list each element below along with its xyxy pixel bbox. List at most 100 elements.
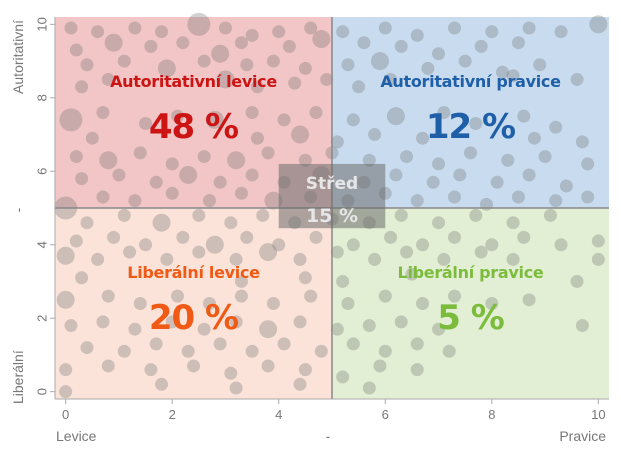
quadrant-label-authoritarian-right: Autoritativní pravice — [380, 72, 561, 91]
data-point — [69, 234, 83, 248]
data-point — [91, 25, 105, 39]
y-axis-label-top: Autoritativní — [10, 20, 26, 94]
data-point — [176, 36, 190, 50]
y-axis-label-center: - — [10, 207, 26, 212]
center-name: Střed — [306, 174, 358, 194]
data-point — [293, 252, 307, 266]
data-point — [75, 172, 89, 186]
data-point — [224, 216, 238, 230]
data-point — [229, 381, 243, 395]
data-point — [378, 344, 392, 358]
data-point — [80, 58, 94, 72]
x-tick-label: 4 — [275, 407, 282, 422]
data-point — [368, 128, 382, 142]
data-point — [330, 245, 344, 259]
data-point — [506, 69, 520, 83]
data-point — [293, 377, 307, 391]
data-point — [389, 168, 403, 182]
x-axis-label-right: Pravice — [559, 428, 606, 444]
data-point — [69, 43, 83, 57]
data-point — [144, 39, 158, 53]
data-point — [288, 76, 302, 90]
data-point — [211, 44, 230, 63]
data-point — [91, 252, 105, 266]
data-point — [304, 21, 318, 35]
data-point — [259, 243, 278, 262]
data-point — [341, 297, 355, 310]
data-point — [346, 238, 360, 252]
data-point — [522, 21, 536, 35]
data-point — [56, 290, 75, 309]
data-point — [64, 319, 78, 333]
data-point — [314, 344, 328, 358]
data-point — [234, 289, 248, 303]
data-point — [75, 80, 89, 94]
data-point — [394, 39, 408, 53]
data-point — [245, 106, 259, 119]
data-point — [394, 315, 408, 329]
data-point — [240, 58, 254, 72]
data-point — [266, 54, 280, 68]
data-point — [245, 344, 259, 358]
data-point — [506, 216, 520, 230]
y-tick-label: 4 — [34, 241, 49, 248]
data-point — [293, 315, 307, 329]
data-point — [202, 297, 216, 310]
data-point — [352, 80, 366, 94]
data-point — [336, 25, 350, 39]
data-point — [336, 274, 350, 288]
center-box: Střed 15 % — [278, 163, 386, 229]
data-point — [298, 61, 312, 75]
data-point — [99, 151, 118, 170]
data-point — [181, 344, 195, 358]
data-point — [272, 238, 286, 252]
data-point — [416, 297, 430, 310]
quadrant-percent-authoritarian-right: 12 % — [426, 107, 515, 147]
data-point — [261, 146, 275, 160]
data-point — [85, 131, 99, 145]
data-point — [298, 271, 312, 285]
data-point — [96, 190, 110, 204]
data-point — [277, 337, 291, 351]
data-point — [378, 289, 392, 303]
data-point — [362, 319, 376, 333]
data-point — [117, 344, 131, 358]
data-point — [448, 190, 462, 204]
x-tick-label: 10 — [591, 407, 605, 422]
data-point — [261, 359, 275, 373]
data-point — [309, 230, 323, 244]
data-point — [218, 21, 232, 35]
y-tick-label: 0 — [34, 388, 49, 395]
data-point — [346, 113, 360, 127]
data-point — [458, 54, 472, 68]
data-point — [165, 315, 179, 329]
data-point — [213, 175, 227, 189]
quadrant-percent-liberal-left: 20 % — [149, 298, 238, 338]
data-point — [234, 36, 248, 50]
x-axis-label-center: - — [326, 428, 331, 444]
data-point — [192, 208, 206, 222]
data-point — [277, 113, 291, 127]
data-point — [309, 106, 323, 119]
data-point — [59, 363, 73, 377]
data-point — [421, 61, 435, 75]
data-point — [227, 151, 246, 170]
data-point — [506, 252, 520, 266]
data-point — [165, 157, 179, 171]
y-tick-label: 8 — [34, 94, 49, 101]
data-point — [453, 168, 467, 182]
quadrant-percent-liberal-right: 5 % — [437, 298, 504, 338]
quadrant-backgrounds — [55, 17, 609, 399]
data-point — [543, 208, 557, 222]
data-point — [229, 315, 243, 329]
data-point — [511, 36, 525, 50]
data-point — [384, 230, 398, 244]
quadrant-percent-authoritarian-left: 48 % — [149, 107, 238, 147]
data-point — [448, 21, 462, 35]
data-point — [80, 216, 94, 230]
data-point — [304, 289, 318, 303]
quadrant-label-liberal-right: Liberální pravice — [398, 263, 544, 282]
data-point — [117, 54, 131, 68]
data-point — [490, 175, 504, 189]
data-point — [357, 36, 371, 50]
